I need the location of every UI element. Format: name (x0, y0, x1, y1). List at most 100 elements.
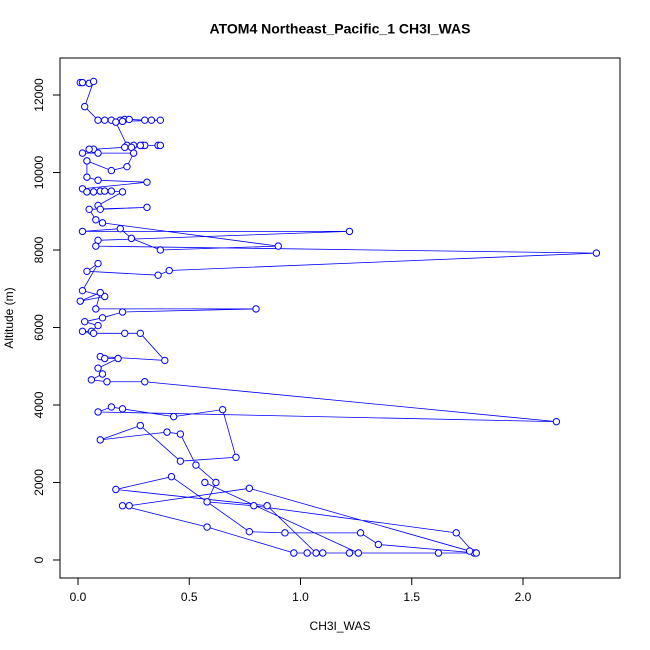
data-point (125, 115, 133, 124)
data-point (356, 529, 365, 537)
data-point (116, 224, 124, 233)
y-tick-label: 10000 (32, 155, 46, 189)
data-point (169, 412, 178, 421)
data-point (274, 242, 282, 250)
data-point (96, 436, 104, 444)
data-point (165, 266, 173, 275)
data-point (176, 430, 185, 438)
data-point (103, 378, 111, 386)
data-point (156, 116, 165, 124)
data-point (218, 405, 227, 414)
data-point (87, 376, 96, 384)
data-point (107, 403, 116, 411)
data-point (147, 116, 156, 124)
data-point (94, 364, 102, 372)
data-point (101, 187, 109, 195)
data-point (290, 549, 298, 557)
data-point (156, 141, 165, 150)
data-point (465, 547, 474, 555)
x-tick-label: 0.0 (70, 590, 87, 604)
data-point (263, 502, 271, 510)
data-point (552, 417, 561, 426)
data-point (92, 242, 100, 250)
data-point (101, 354, 109, 363)
y-tick-label: 6000 (32, 314, 46, 341)
data-point (80, 317, 89, 326)
y-tick-label: 2000 (32, 469, 46, 496)
data-point (203, 498, 211, 506)
data-point (136, 421, 145, 430)
data-point (78, 227, 87, 236)
data-point (94, 321, 102, 330)
data-point (592, 249, 601, 257)
data-point (136, 141, 145, 150)
data-point (129, 149, 138, 157)
y-tick-label: 0 (32, 556, 46, 563)
data-point (374, 540, 383, 549)
data-point (245, 527, 254, 536)
data-point (281, 529, 289, 537)
data-point (107, 166, 116, 175)
data-point (176, 457, 185, 465)
data-point (127, 234, 136, 243)
data-point (118, 502, 127, 510)
data-point (250, 502, 258, 510)
data-point (78, 286, 87, 295)
data-point (101, 116, 109, 124)
data-point (141, 378, 149, 386)
data-point (98, 314, 107, 322)
y-axis-title: Altitude (m) (2, 287, 16, 348)
data-point (163, 428, 171, 436)
data-point (143, 203, 151, 212)
data-point (345, 549, 354, 557)
data-point (78, 78, 87, 87)
data-point (83, 267, 91, 276)
data-point (136, 329, 145, 338)
data-point (83, 157, 91, 165)
data-point (107, 187, 116, 195)
data-point (212, 478, 220, 487)
data-point (245, 484, 254, 492)
chart-title: ATOM4 Northeast_Pacific_1 CH3I_WAS (210, 21, 471, 37)
data-point (121, 329, 129, 338)
data-point (96, 205, 104, 214)
data-point (92, 305, 100, 313)
data-point (203, 523, 211, 531)
data-point (96, 288, 104, 297)
y-tick-label: 4000 (32, 391, 46, 418)
data-point (141, 116, 149, 124)
data-point (118, 188, 127, 196)
data-point (452, 529, 460, 537)
y-tick-label: 8000 (32, 236, 46, 263)
data-point (98, 370, 107, 378)
data-point (118, 117, 127, 126)
data-point (167, 472, 176, 481)
data-point (156, 246, 165, 254)
data-point (94, 408, 102, 416)
data-point (89, 77, 98, 86)
data-point (94, 149, 102, 157)
data-point (112, 118, 120, 126)
data-point (201, 478, 209, 487)
data-point (319, 549, 327, 557)
data-point (94, 116, 102, 124)
y-tick-label: 12000 (32, 78, 46, 112)
data-point (85, 205, 93, 214)
data-point (312, 549, 320, 557)
data-point (123, 162, 131, 171)
data-point (85, 145, 93, 153)
x-tick-label: 1.5 (403, 590, 420, 604)
data-point (80, 102, 89, 111)
data-point (89, 329, 98, 338)
data-point (154, 271, 162, 279)
data-point (472, 549, 480, 557)
data-point (192, 461, 200, 469)
data-point (78, 327, 87, 336)
data-point (94, 259, 102, 268)
data-point (161, 356, 169, 365)
data-point (83, 173, 91, 181)
data-point (112, 485, 120, 494)
data-point (354, 549, 363, 557)
